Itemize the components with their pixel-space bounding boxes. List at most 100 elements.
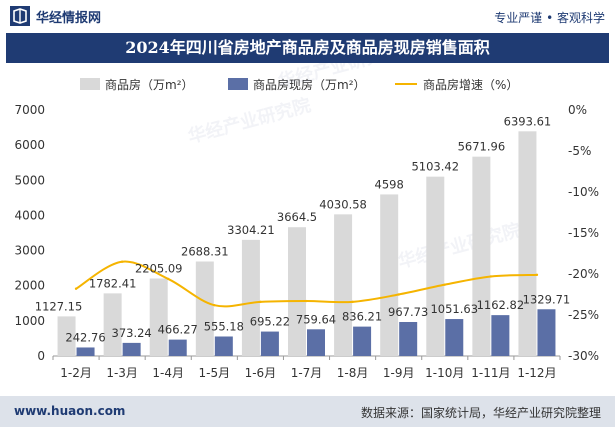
bar-commercial-housing xyxy=(334,214,353,356)
y-left-tick-label: 0 xyxy=(37,349,45,363)
y-right-tick-label: -5% xyxy=(568,144,591,158)
x-tick-label: 1-11月 xyxy=(471,366,510,380)
top-bar: 华经情报网 专业严谨 • 客观科学 xyxy=(0,0,615,32)
y-right-tick-label: -20% xyxy=(568,267,599,281)
data-label-existing-housing: 373.24 xyxy=(112,326,152,340)
x-tick-label: 1-5月 xyxy=(199,366,231,380)
bar-commercial-housing xyxy=(288,227,306,356)
bar-existing-housing xyxy=(399,321,418,356)
chart: 商品房（万m²） 商品房现房（万m²） 商品房增速（%） 华经产业研究院华经产业研究… xyxy=(14,63,599,380)
watermark-text: 华经产业研究院 xyxy=(186,94,313,148)
data-label-existing-housing: 695.22 xyxy=(250,315,290,329)
website-link[interactable]: www.huaon.com xyxy=(14,404,126,418)
bar-existing-housing xyxy=(122,342,141,356)
x-tick-label: 1-3月 xyxy=(106,366,138,380)
x-tick-label: 1-4月 xyxy=(152,366,184,380)
bar-commercial-housing xyxy=(380,194,399,356)
growth-line xyxy=(74,260,539,308)
legend-swatch xyxy=(80,78,100,90)
growth-point xyxy=(167,277,170,281)
bar-commercial-housing xyxy=(426,176,445,356)
legend-label: 商品房增速（%） xyxy=(423,77,518,92)
y-right-tick-label: -10% xyxy=(568,185,599,199)
axes: 0 1000 2000 3000 4000 5000 6000 7000 0% -5% -10% -1… xyxy=(14,103,599,380)
data-label-commercial-housing: 6393.61 xyxy=(504,114,552,128)
bar-commercial-housing xyxy=(149,278,168,356)
x-tick-label: 1-8月 xyxy=(337,366,369,380)
data-label-commercial-housing: 3304.21 xyxy=(227,223,275,237)
x-tick-label: 1-9月 xyxy=(383,366,415,380)
data-label-existing-housing: 759.64 xyxy=(296,312,336,326)
legend-label: 商品房现房（万m²） xyxy=(253,77,366,92)
y-right-tick-label: -15% xyxy=(568,226,599,240)
y-right-tick-label: -25% xyxy=(568,308,599,322)
data-label-commercial-housing: 5103.42 xyxy=(411,160,459,174)
data-label-existing-housing: 836.21 xyxy=(342,310,382,324)
bar-existing-housing xyxy=(307,329,325,356)
y-left-tick-label: 4000 xyxy=(14,208,45,222)
data-label-commercial-housing: 2205.09 xyxy=(135,262,183,276)
y-right-tick-label: -30% xyxy=(568,349,599,363)
data-label-commercial-housing: 4030.58 xyxy=(319,197,367,211)
bar-existing-housing xyxy=(353,326,372,356)
data-label-existing-housing: 1162.82 xyxy=(477,298,525,312)
bar-commercial-housing xyxy=(57,316,76,356)
bars xyxy=(57,131,556,356)
bar-existing-housing xyxy=(168,339,187,356)
data-label-existing-housing: 466.27 xyxy=(158,323,198,337)
y-left-tick-label: 5000 xyxy=(14,173,45,187)
y-left-tick-label: 3000 xyxy=(14,244,45,258)
data-source: 数据来源：国家统计局，华经产业研究院整理 xyxy=(360,406,601,420)
x-tick-label: 1-12月 xyxy=(517,366,556,380)
y-left-tick-label: 2000 xyxy=(14,279,45,293)
brand-logo-icon xyxy=(10,6,30,26)
x-tick-label: 1-7月 xyxy=(291,366,323,380)
slogan: 专业严谨 • 客观科学 xyxy=(494,11,605,25)
data-label-commercial-housing: 2688.31 xyxy=(181,245,229,259)
y-left-tick-label: 7000 xyxy=(14,103,45,117)
bar-existing-housing xyxy=(260,331,279,356)
bar-commercial-housing xyxy=(472,156,491,356)
y-right-tick-label: 0% xyxy=(568,103,587,117)
title-bar: 2024年四川省房地产商品房及商品房现房销售面积 xyxy=(6,33,609,63)
x-tick-label: 1-2月 xyxy=(60,366,92,380)
data-label-commercial-housing: 1127.15 xyxy=(35,299,83,313)
bar-commercial-housing xyxy=(103,293,122,356)
data-label-commercial-housing: 1782.41 xyxy=(89,276,137,290)
legend-swatch xyxy=(228,78,248,90)
growth-point xyxy=(489,275,493,278)
data-label-commercial-housing: 3664.5 xyxy=(277,210,317,224)
bar-existing-housing xyxy=(537,309,556,356)
brand[interactable]: 华经情报网 xyxy=(10,6,101,26)
y-left-tick-label: 1000 xyxy=(14,314,45,328)
y-left-tick-label: 6000 xyxy=(14,138,45,152)
bar-existing-housing xyxy=(214,336,233,356)
growth-point xyxy=(351,300,354,304)
growth-point xyxy=(259,300,262,304)
footer: www.huaon.com 数据来源：国家统计局，华经产业研究院整理 xyxy=(0,396,615,427)
x-tick-label: 1-6月 xyxy=(245,366,277,380)
data-label-existing-housing: 967.73 xyxy=(388,305,428,319)
brand-name: 华经情报网 xyxy=(36,10,102,26)
bar-existing-housing xyxy=(445,319,464,356)
bar-commercial-housing xyxy=(518,131,537,356)
data-label-existing-housing: 555.18 xyxy=(204,319,244,333)
bar-commercial-housing xyxy=(241,239,260,356)
bar-commercial-housing xyxy=(195,261,214,356)
growth-point xyxy=(120,260,124,263)
watermark-text: 华经产业研究院 xyxy=(396,219,523,273)
chart-title: 2024年四川省房地产商品房及商品房现房销售面积 xyxy=(125,38,490,57)
growth-point xyxy=(397,293,400,296)
growth-point xyxy=(305,299,308,303)
bar-existing-housing xyxy=(491,315,510,356)
x-tick-label: 1-10月 xyxy=(425,366,464,380)
bar-existing-housing xyxy=(76,347,95,356)
legend-label: 商品房（万m²） xyxy=(105,77,194,92)
data-label-existing-housing: 242.76 xyxy=(65,330,105,344)
growth-point xyxy=(213,303,216,307)
data-label-commercial-housing: 4598 xyxy=(375,177,404,191)
data-label-existing-housing: 1329.71 xyxy=(523,292,571,306)
legend: 商品房（万m²） 商品房现房（万m²） 商品房增速（%） xyxy=(80,77,518,92)
